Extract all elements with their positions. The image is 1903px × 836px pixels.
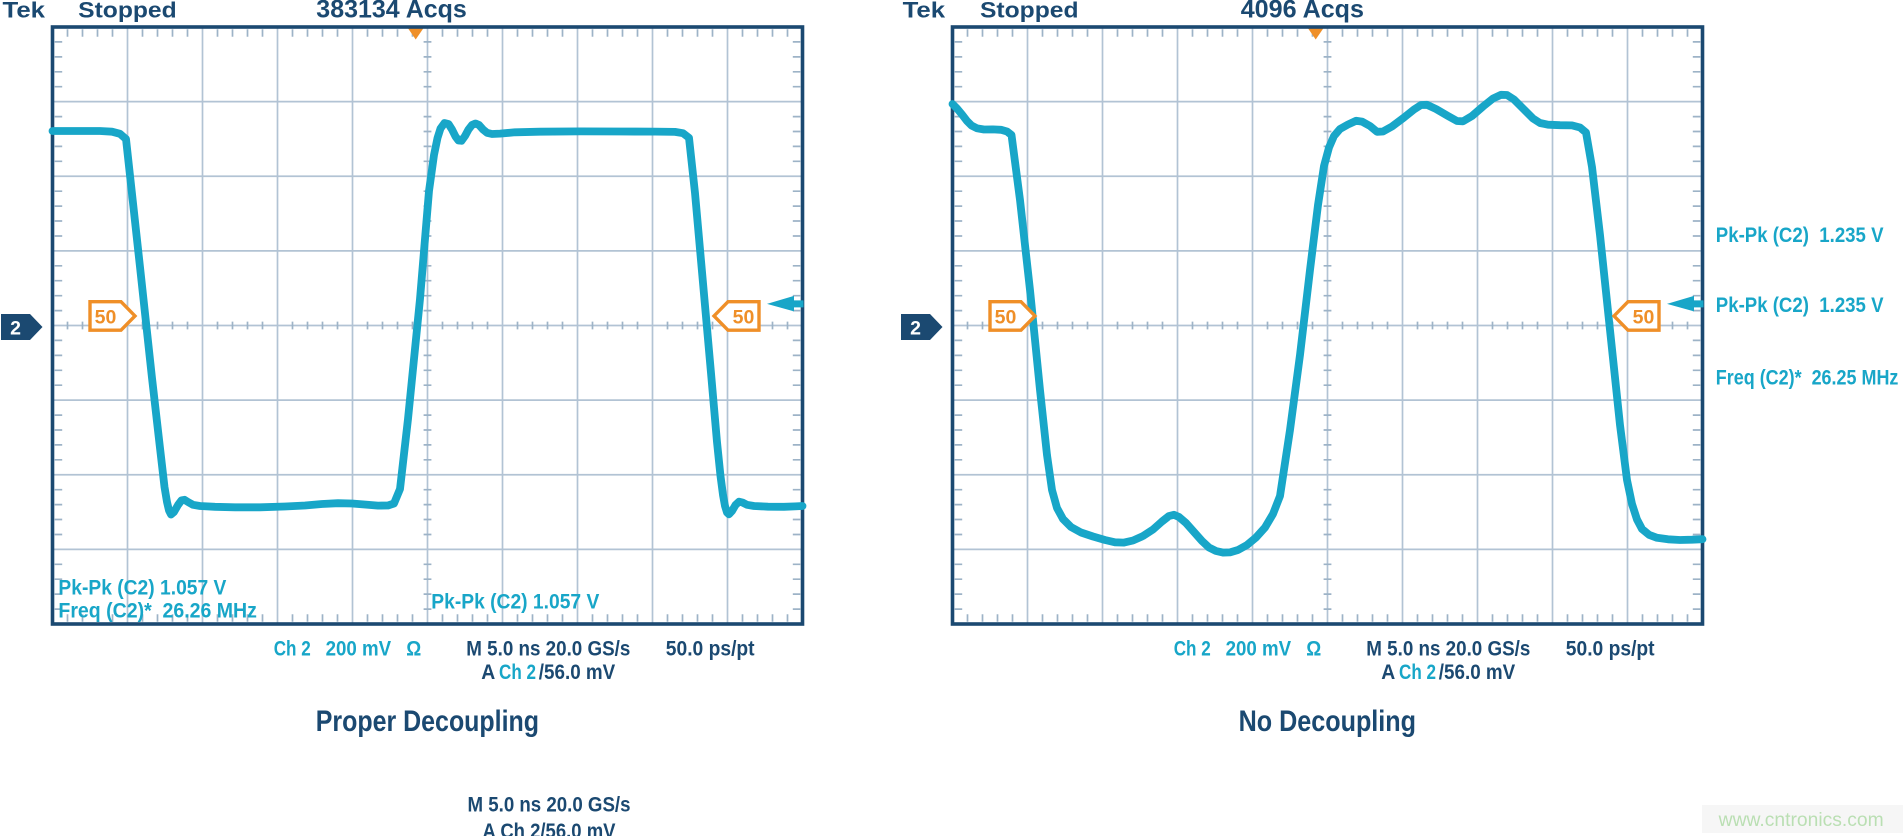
svg-text:Ch 2: Ch 2 [499, 661, 536, 684]
svg-text:Pk-Pk (C2) 1.057 V: Pk-Pk (C2) 1.057 V [431, 590, 599, 613]
svg-text:200 mV: 200 mV [1226, 638, 1292, 661]
svg-text:Pk-Pk (C2) 1.057 V: Pk-Pk (C2) 1.057 V [58, 576, 226, 599]
svg-text:M 5.0 ns 20.0 GS/s: M 5.0 ns 20.0 GS/s [468, 793, 631, 816]
svg-text:50: 50 [1633, 306, 1655, 328]
svg-text:Stopped: Stopped [78, 0, 176, 23]
svg-text:A Ch 2/56.0 mV: A Ch 2/56.0 mV [483, 820, 616, 836]
svg-text:4096 Acqs: 4096 Acqs [1241, 0, 1364, 24]
svg-text:/56.0 mV: /56.0 mV [1439, 661, 1515, 684]
svg-text:M 5.0 ns 20.0 GS/s: M 5.0 ns 20.0 GS/s [466, 638, 630, 661]
svg-text:/56.0 mV: /56.0 mV [539, 661, 615, 684]
svg-text:Proper Decoupling: Proper Decoupling [316, 705, 539, 738]
svg-text:Tek: Tek [903, 0, 946, 23]
svg-text:www.cntronics.com: www.cntronics.com [1718, 810, 1884, 831]
svg-text:No Decoupling: No Decoupling [1239, 705, 1416, 738]
svg-text:Pk-Pk (C2) 1.235 V: Pk-Pk (C2) 1.235 V [1716, 224, 1884, 247]
svg-text:Freq (C2)* 26.25 MHz: Freq (C2)* 26.25 MHz [1716, 366, 1899, 389]
svg-text:50.0 ps/pt: 50.0 ps/pt [666, 638, 755, 661]
svg-text:Stopped: Stopped [980, 0, 1079, 23]
svg-text:2: 2 [910, 317, 921, 339]
svg-text:Ω: Ω [406, 638, 421, 661]
svg-text:Freq (C2)* 26.26 MHz: Freq (C2)* 26.26 MHz [58, 599, 257, 622]
svg-text:Tek: Tek [3, 0, 46, 23]
svg-text:2: 2 [10, 317, 21, 339]
svg-text:Ch 2: Ch 2 [274, 638, 311, 661]
svg-text:A: A [1381, 661, 1395, 684]
svg-text:A: A [481, 661, 495, 684]
svg-text:383134 Acqs: 383134 Acqs [316, 0, 467, 24]
svg-text:50: 50 [995, 306, 1017, 328]
svg-text:Ch 2: Ch 2 [1399, 661, 1436, 684]
svg-text:Ω: Ω [1306, 638, 1321, 661]
svg-text:50.0 ps/pt: 50.0 ps/pt [1566, 638, 1655, 661]
svg-text:Ch 2: Ch 2 [1174, 638, 1211, 661]
svg-text:M 5.0 ns 20.0 GS/s: M 5.0 ns 20.0 GS/s [1366, 638, 1530, 661]
svg-text:50: 50 [95, 306, 117, 328]
svg-text:200 mV: 200 mV [326, 638, 392, 661]
svg-text:Pk-Pk (C2) 1.235 V: Pk-Pk (C2) 1.235 V [1716, 294, 1884, 317]
svg-text:50: 50 [733, 306, 755, 328]
